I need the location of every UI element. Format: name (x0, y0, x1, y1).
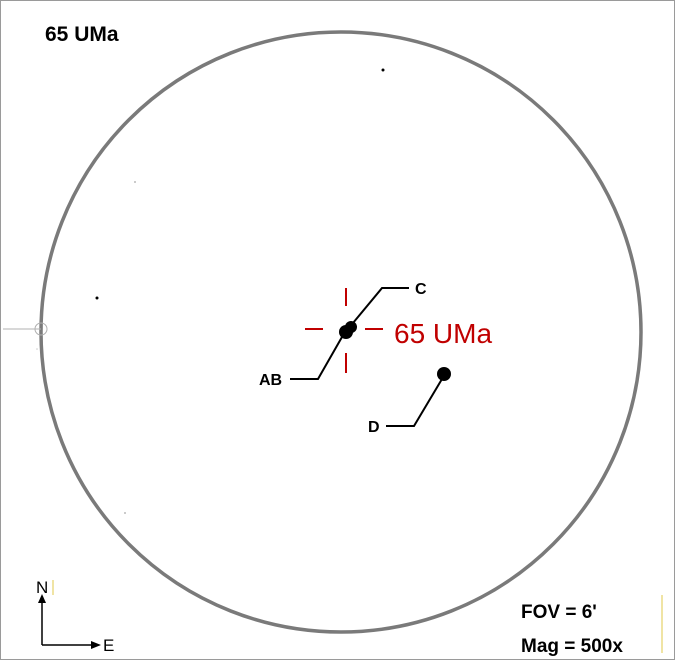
chart-title: 65 UMa (45, 23, 119, 46)
compass: N E (36, 578, 114, 655)
north-arrowhead-icon (38, 594, 46, 603)
label-c: C (415, 281, 427, 298)
field-of-view-circle (39, 30, 643, 634)
fov-label: FOV = 6' (521, 602, 597, 623)
star-c (345, 321, 357, 333)
label-d: D (368, 419, 380, 436)
mag-label: Mag = 500x (521, 636, 623, 657)
star-d (437, 367, 451, 381)
field-star (124, 512, 126, 514)
leader-line-d (386, 378, 443, 427)
east-arrowhead-icon (91, 641, 101, 649)
leader-line-ab (290, 336, 343, 380)
east-label: E (103, 636, 114, 655)
leader-line-c (352, 287, 409, 324)
edge-marker-circle (34, 322, 48, 336)
target-label: 65 UMa (394, 318, 492, 349)
field-star (381, 68, 385, 72)
field-star (95, 296, 99, 300)
label-ab: AB (259, 372, 282, 389)
field-star (36, 348, 38, 350)
north-label: N (36, 578, 48, 597)
target-crosshair (305, 288, 383, 373)
field-star (134, 181, 136, 183)
